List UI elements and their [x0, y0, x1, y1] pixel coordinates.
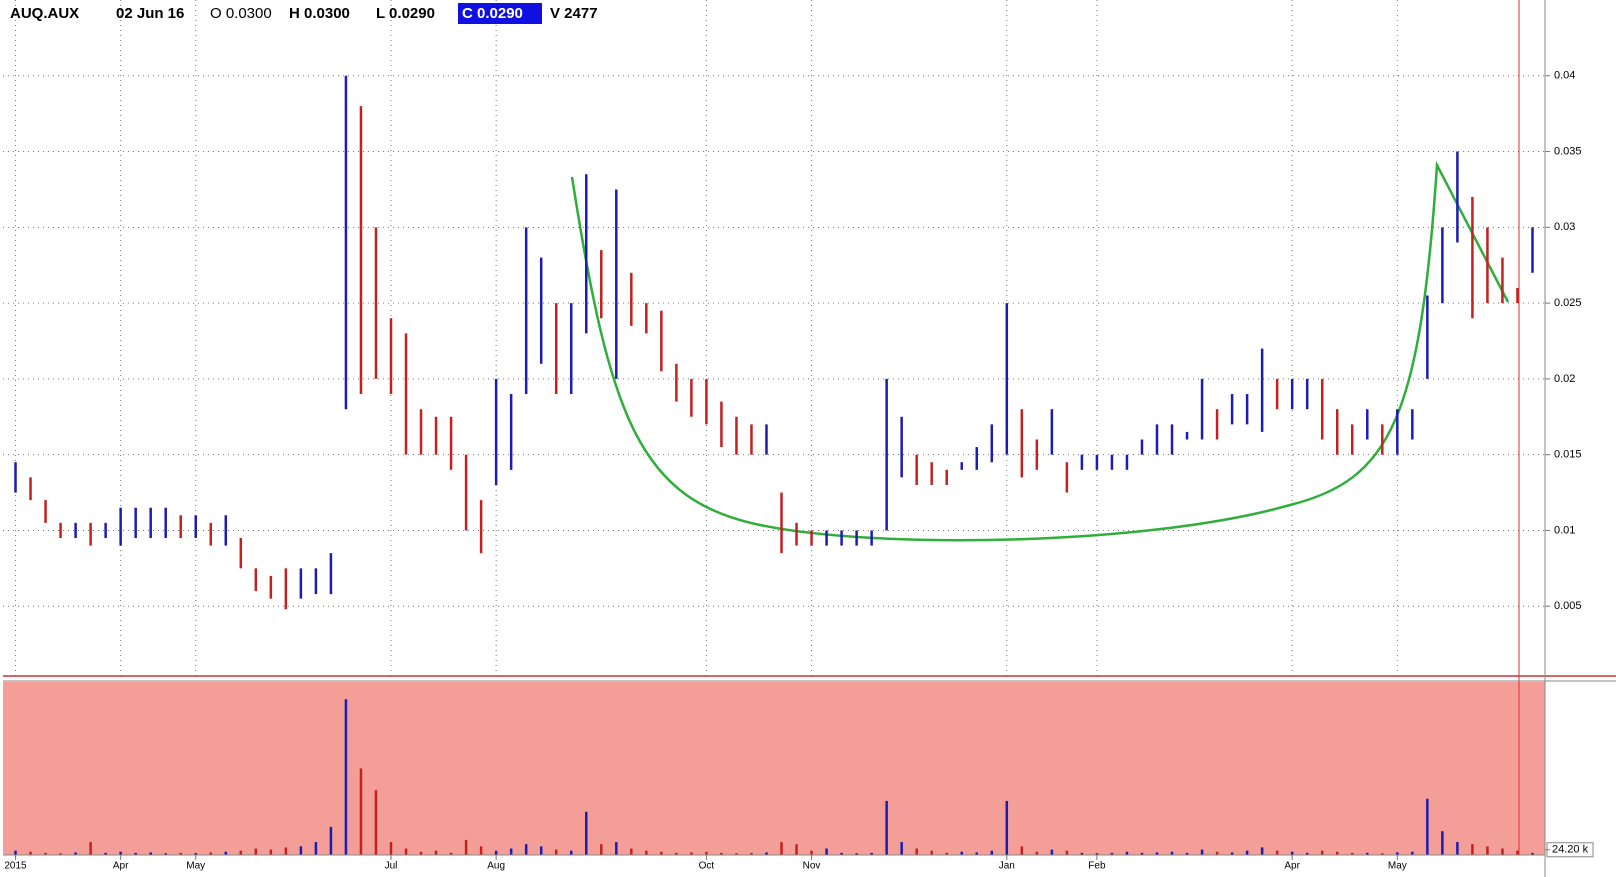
volume-panel	[3, 682, 1545, 855]
date: 02 Jun 16	[116, 5, 184, 22]
symbol: AUQ.AUX	[10, 5, 79, 22]
x-tick-label: Apr	[1284, 861, 1300, 872]
x-tick-label: Jul	[385, 861, 398, 872]
y-tick-label: 0.035	[1554, 145, 1582, 157]
x-tick-label: Nov	[803, 861, 821, 872]
y-tick-label: 0.015	[1554, 449, 1582, 461]
y-tick-label: 0.025	[1554, 297, 1582, 309]
trend-curve	[570, 160, 1510, 542]
y-tick-label: 24.20 k	[1552, 844, 1589, 856]
x-tick-label: Oct	[699, 861, 715, 872]
y-tick-label: 0.03	[1554, 221, 1575, 233]
open: O 0.0300	[210, 5, 272, 22]
x-tick-label: Aug	[487, 861, 505, 872]
y-tick-label: 0.005	[1554, 600, 1582, 612]
low: L 0.0290	[376, 5, 435, 22]
bars-layer	[14, 75, 1534, 855]
x-tick-label: Feb	[1088, 861, 1106, 872]
y-tick-label: 0.01	[1554, 524, 1575, 536]
volume: V 2477	[550, 5, 598, 22]
x-tick-label: May	[186, 861, 205, 872]
y-tick-label: 0.02	[1554, 373, 1575, 385]
x-tick-label: Apr	[113, 861, 129, 872]
grid-layer	[3, 0, 1545, 676]
high: H 0.0300	[289, 5, 350, 22]
x-tick-label: May	[1388, 861, 1407, 872]
x-tick-label: Jan	[999, 861, 1015, 872]
y-tick-label: 0.04	[1554, 70, 1575, 82]
close-highlight	[458, 3, 542, 24]
x-tick-label: 2015	[4, 861, 27, 872]
close: C 0.0290	[462, 5, 523, 22]
